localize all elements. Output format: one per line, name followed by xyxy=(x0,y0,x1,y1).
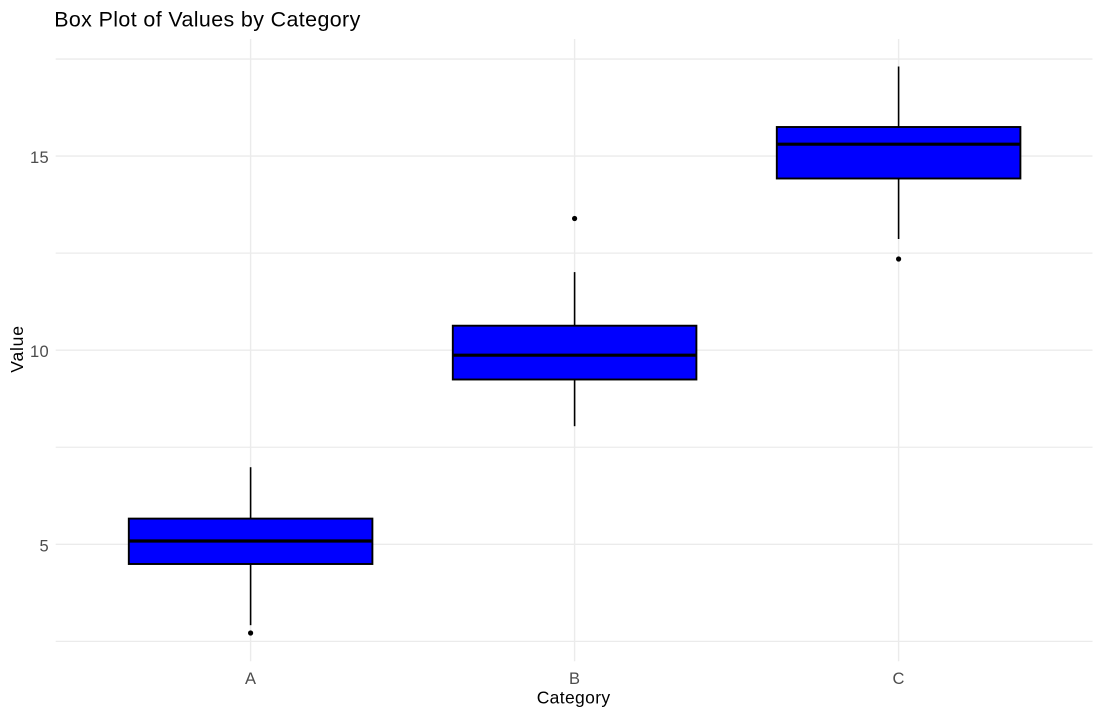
svg-text:Value: Value xyxy=(7,325,27,372)
svg-text:5: 5 xyxy=(40,537,49,555)
svg-text:C: C xyxy=(892,670,904,688)
svg-text:15: 15 xyxy=(30,149,49,167)
svg-text:10: 10 xyxy=(30,343,49,361)
svg-text:Category: Category xyxy=(537,688,611,708)
svg-text:Box Plot of Values by Category: Box Plot of Values by Category xyxy=(54,7,360,31)
svg-text:B: B xyxy=(569,670,580,688)
svg-text:A: A xyxy=(245,670,256,688)
